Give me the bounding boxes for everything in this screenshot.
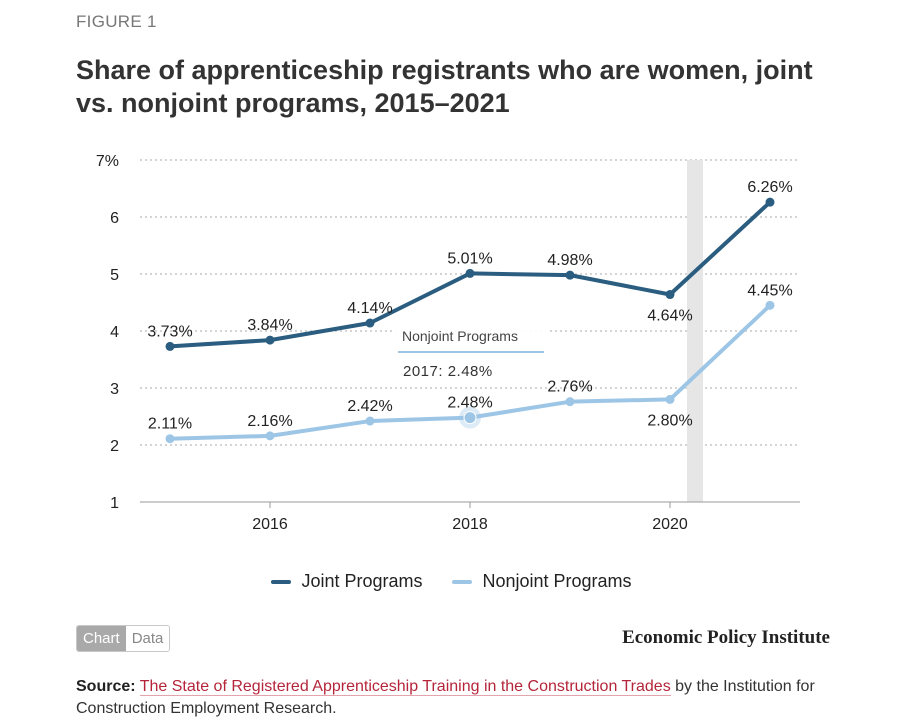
data-label: 5.01%	[447, 250, 492, 267]
highlight-band	[687, 160, 703, 502]
data-label: 4.45%	[747, 282, 792, 299]
data-label: 4.14%	[347, 300, 392, 317]
legend-label-joint: Joint Programs	[301, 571, 423, 591]
data-view-button[interactable]: Data	[125, 626, 170, 651]
source-prefix: Source:	[76, 678, 136, 695]
brand-logo: Economic Policy Institute	[622, 627, 830, 648]
y-axis: 1 2 3 4 5 6 7%	[96, 153, 119, 512]
data-point[interactable]	[465, 268, 475, 278]
hover-point	[463, 411, 477, 425]
data-point[interactable]	[565, 270, 575, 280]
data-labels: 3.73% 3.84% 4.14% 5.01% 4.98% 4.64% 6.26% 2.11%…	[147, 179, 792, 433]
y-tick-label: 6	[110, 210, 119, 227]
data-point[interactable]	[165, 434, 175, 444]
data-label: 2.16%	[247, 413, 292, 430]
data-point[interactable]	[365, 416, 375, 426]
source-note: Source: The State of Registered Apprenti…	[76, 676, 836, 720]
legend-swatch-nonjoint	[452, 579, 473, 584]
data-point[interactable]	[665, 394, 675, 404]
data-point[interactable]	[565, 397, 575, 407]
source-link[interactable]: The State of Registered Apprenticeship T…	[139, 678, 671, 696]
source-suffix: by the Institution for Construction Empl…	[76, 678, 815, 717]
data-label: 4.64%	[647, 308, 692, 325]
data-point[interactable]	[265, 431, 275, 441]
legend: Joint Programs Nonjoint Programs	[0, 571, 903, 592]
data-label: 4.98%	[547, 252, 592, 269]
data-point[interactable]	[765, 300, 775, 310]
x-tick-label: 2018	[452, 516, 488, 533]
data-label: 2.80%	[647, 412, 692, 429]
figure-label: FIGURE 1	[76, 12, 157, 31]
data-label: 2.48%	[447, 395, 492, 412]
y-tick-label: 7%	[96, 153, 119, 170]
data-label: 2.76%	[547, 379, 592, 396]
data-point[interactable]	[365, 318, 375, 328]
y-tick-label: 1	[110, 495, 119, 512]
line-chart: 1 2 3 4 5 6 7% 2016 2018 2020 3.73% 3.84% 4.14% 5.0…	[96, 153, 800, 533]
legend-label-nonjoint: Nonjoint Programs	[482, 571, 632, 591]
y-tick-label: 2	[110, 438, 119, 455]
y-tick-label: 3	[110, 381, 119, 398]
x-axis: 2016 2018 2020	[140, 501, 800, 533]
data-label: 2.11%	[148, 416, 192, 433]
data-label: 6.26%	[747, 179, 792, 196]
data-label: 3.73%	[147, 323, 192, 340]
chart-title: Share of apprenticeship registrants who …	[76, 55, 813, 118]
y-tick-label: 5	[110, 267, 119, 284]
data-point[interactable]	[165, 341, 175, 351]
tooltip: Nonjoint Programs 2017: 2.48%	[392, 319, 547, 429]
y-tick-label: 4	[110, 324, 119, 341]
tooltip-value: 2017: 2.48%	[403, 363, 493, 380]
legend-item-nonjoint[interactable]: Nonjoint Programs	[452, 571, 632, 592]
data-label: 3.84%	[247, 317, 292, 334]
data-point[interactable]	[765, 197, 775, 207]
legend-swatch-joint	[271, 579, 292, 584]
data-point[interactable]	[265, 335, 275, 345]
x-tick-label: 2020	[652, 516, 688, 533]
recession-band	[687, 160, 703, 502]
data-label: 2.42%	[347, 398, 392, 415]
x-tick-label: 2016	[252, 516, 288, 533]
data-point[interactable]	[665, 290, 675, 300]
tooltip-title: Nonjoint Programs	[402, 328, 518, 344]
chart-view-button[interactable]: Chart	[77, 626, 126, 651]
view-toggle: Chart Data	[76, 625, 171, 652]
legend-item-joint[interactable]: Joint Programs	[271, 571, 422, 592]
